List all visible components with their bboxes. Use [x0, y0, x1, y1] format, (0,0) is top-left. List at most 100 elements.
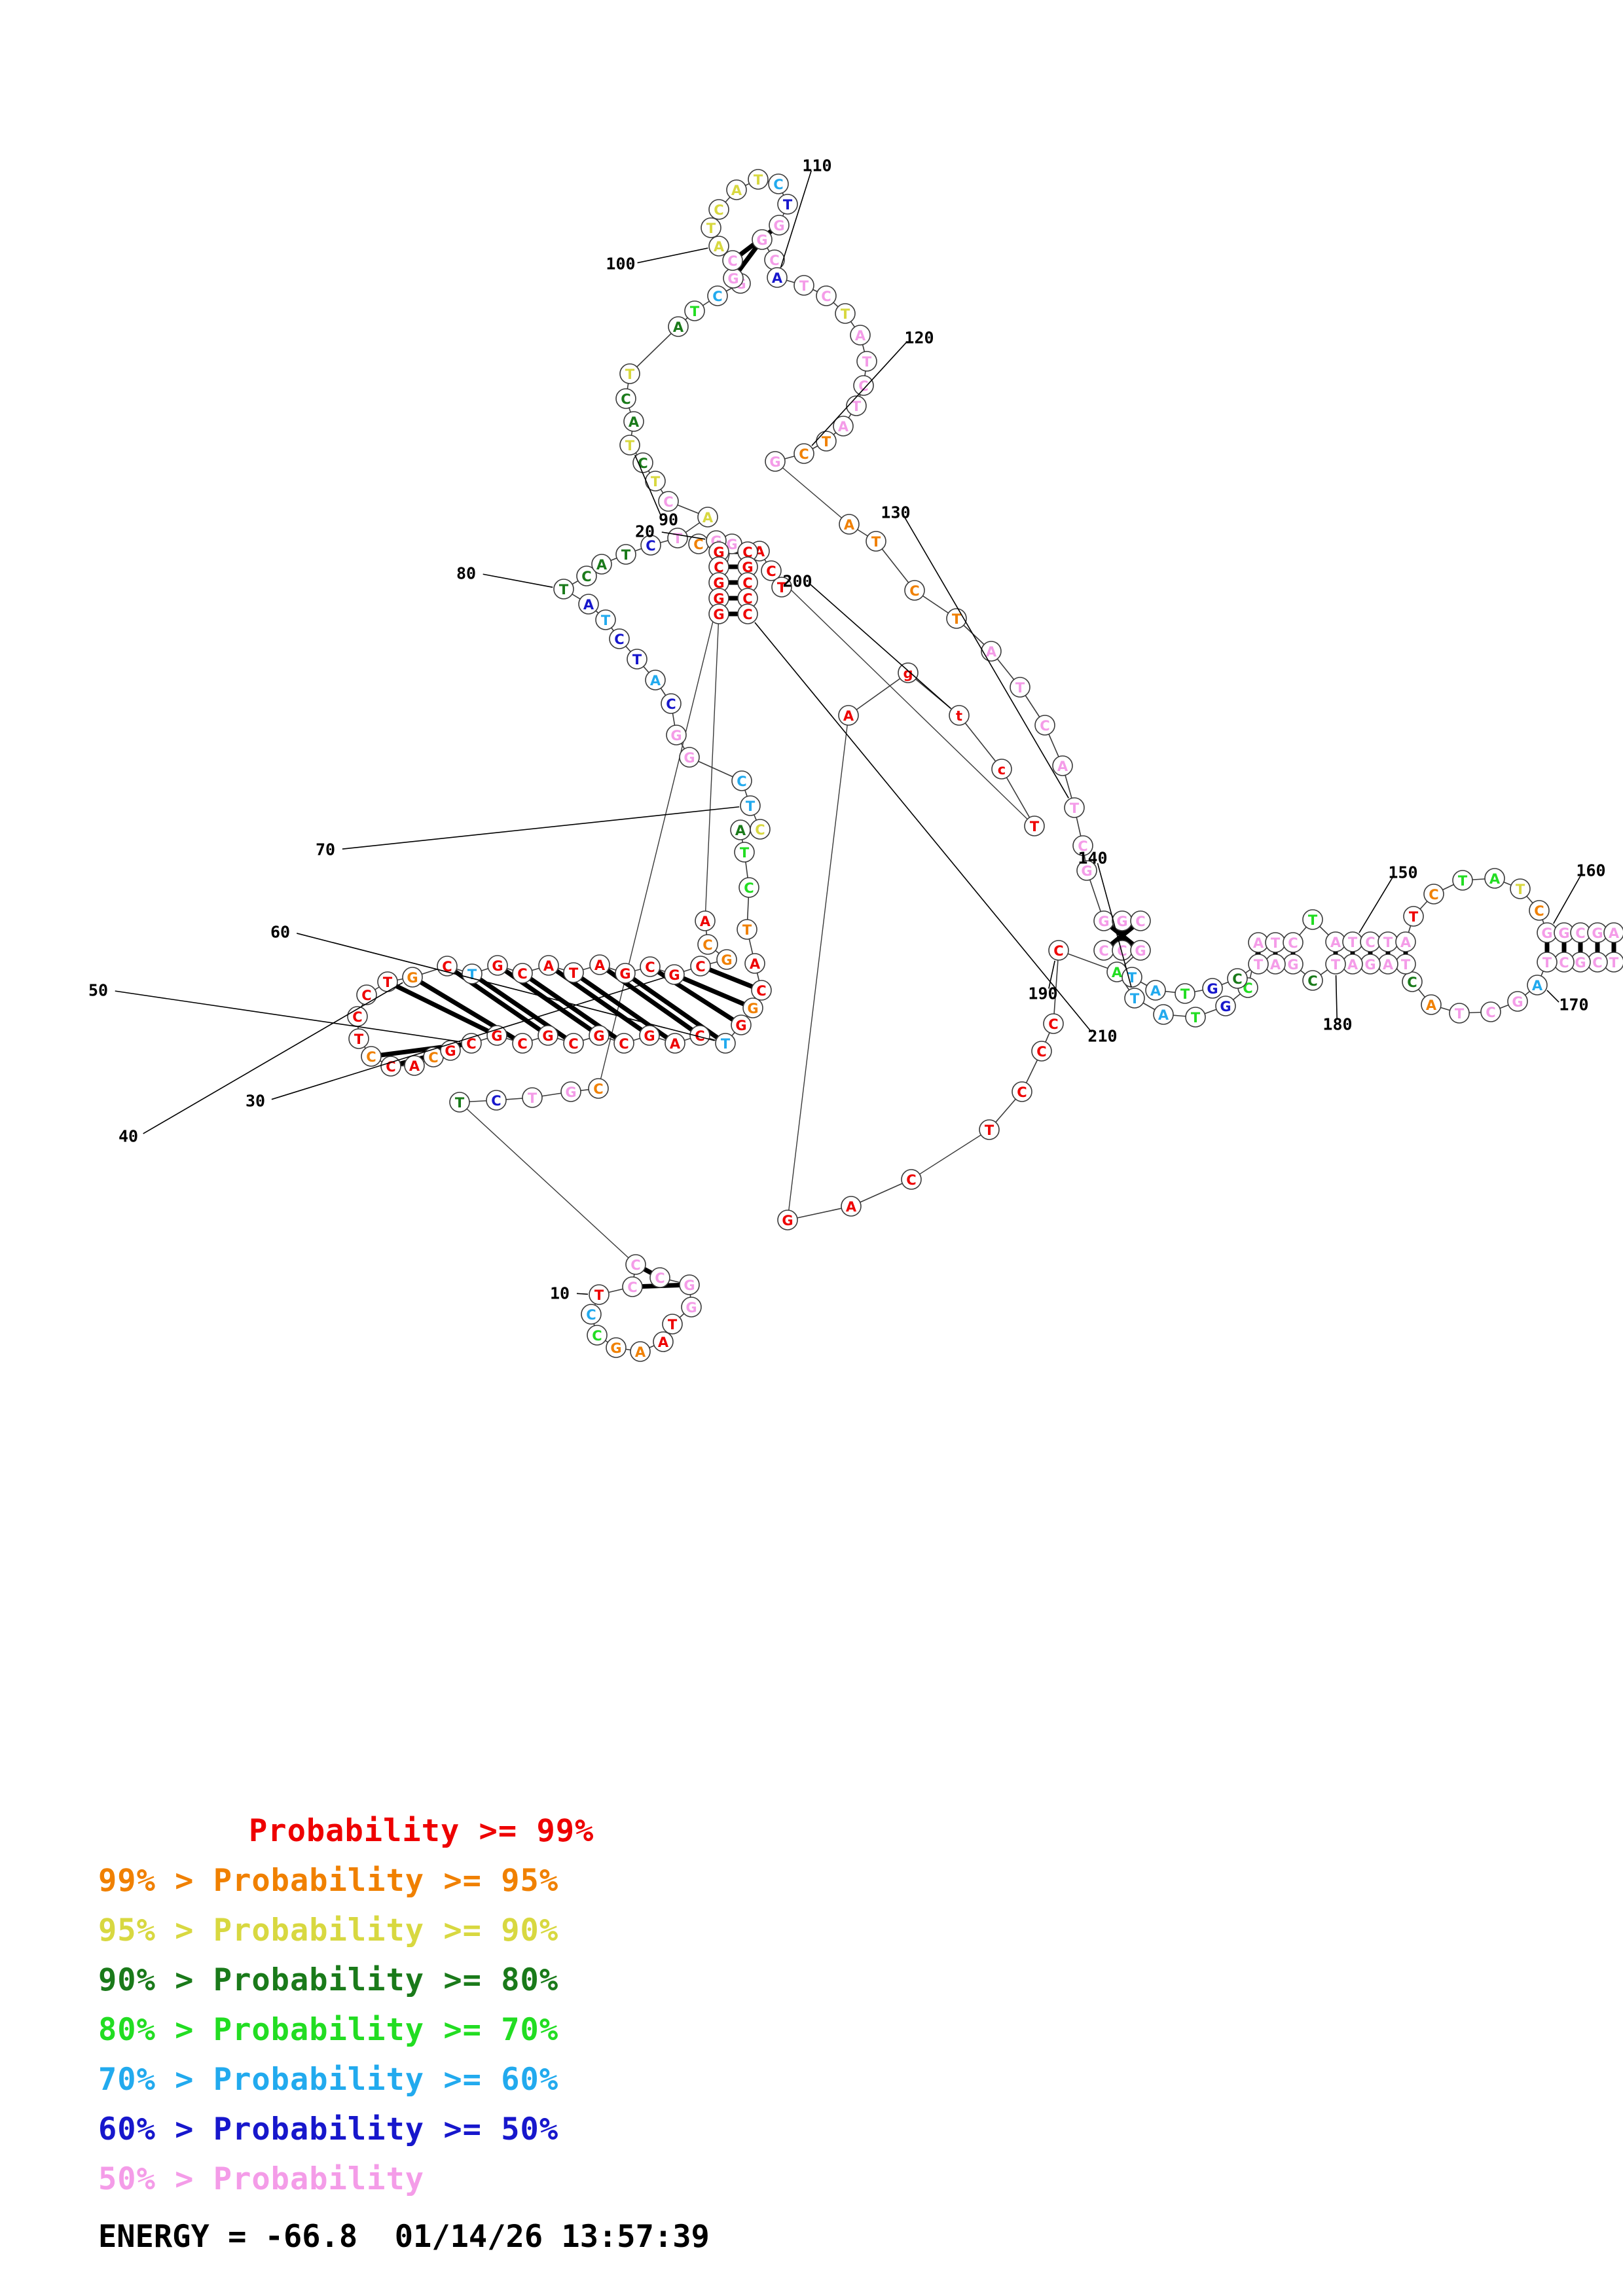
base-node[interactable]: C	[1093, 940, 1114, 961]
base-circle[interactable]	[563, 962, 584, 983]
base-node[interactable]: C	[613, 1033, 634, 1054]
base-node[interactable]: T	[816, 431, 837, 452]
base-node[interactable]: G	[1215, 996, 1236, 1016]
base-node[interactable]: C	[750, 819, 771, 840]
base-node[interactable]: C	[649, 1267, 670, 1288]
base-circle[interactable]	[1130, 940, 1151, 961]
base-node[interactable]: C	[708, 556, 729, 577]
base-node[interactable]: G	[606, 1337, 627, 1358]
base-node[interactable]: C	[1529, 900, 1550, 921]
base-circle[interactable]	[748, 169, 769, 190]
base-node[interactable]: A	[744, 953, 765, 974]
base-node[interactable]: C	[461, 1033, 482, 1054]
base-circle[interactable]	[1064, 797, 1085, 818]
base-node[interactable]: C	[901, 1169, 922, 1190]
base-circle[interactable]	[553, 579, 574, 600]
base-circle[interactable]	[404, 1055, 425, 1076]
base-circle[interactable]	[487, 955, 508, 976]
base-node[interactable]: T	[1395, 954, 1416, 975]
base-circle[interactable]	[853, 375, 874, 396]
base-node[interactable]: t	[949, 705, 970, 726]
base-circle[interactable]	[841, 1196, 862, 1217]
base-node[interactable]: C	[609, 628, 630, 649]
base-circle[interactable]	[462, 963, 483, 984]
base-circle[interactable]	[752, 229, 773, 250]
base-circle[interactable]	[588, 1078, 609, 1099]
base-node[interactable]: G	[752, 229, 773, 250]
base-circle[interactable]	[751, 980, 772, 1001]
base-circle[interactable]	[591, 554, 612, 575]
base-circle[interactable]	[645, 670, 666, 691]
base-node[interactable]: G	[1587, 922, 1608, 943]
base-circle[interactable]	[777, 194, 798, 215]
base-circle[interactable]	[1248, 954, 1269, 975]
base-node[interactable]: T	[740, 795, 761, 816]
base-circle[interactable]	[708, 603, 729, 624]
base-node[interactable]: T	[553, 579, 574, 600]
base-node[interactable]: C	[1570, 922, 1591, 943]
base-node[interactable]: C	[615, 388, 636, 409]
base-node[interactable]: G	[1202, 978, 1223, 999]
base-node[interactable]: C	[625, 1254, 646, 1275]
base-node[interactable]: G	[1507, 991, 1528, 1012]
base-circle[interactable]	[1034, 715, 1055, 736]
base-node[interactable]: T	[1537, 952, 1558, 973]
base-circle[interactable]	[734, 842, 755, 863]
base-node[interactable]: T	[737, 919, 757, 940]
base-node[interactable]: G	[538, 1025, 558, 1046]
base-node[interactable]: G	[769, 215, 790, 236]
base-node[interactable]: G	[742, 997, 763, 1018]
base-circle[interactable]	[833, 416, 854, 437]
base-node[interactable]: A	[404, 1055, 425, 1076]
base-node[interactable]: C	[380, 1056, 401, 1077]
base-circle[interactable]	[701, 217, 721, 238]
base-circle[interactable]	[640, 535, 661, 556]
base-node[interactable]: T	[1064, 797, 1085, 818]
base-node[interactable]: C	[437, 956, 458, 977]
base-node[interactable]: C	[737, 603, 758, 624]
base-node[interactable]: A	[1484, 868, 1505, 889]
base-circle[interactable]	[356, 984, 377, 1005]
base-circle[interactable]	[1010, 677, 1030, 698]
base-node[interactable]: T	[1510, 878, 1531, 899]
base-circle[interactable]	[1484, 868, 1505, 889]
base-circle[interactable]	[1185, 1007, 1206, 1028]
base-circle[interactable]	[1175, 983, 1195, 1004]
base-circle[interactable]	[615, 544, 636, 565]
base-node[interactable]: C	[423, 1047, 444, 1067]
base-node[interactable]: C	[1423, 884, 1444, 905]
base-node[interactable]: G	[737, 556, 758, 577]
base-circle[interactable]	[1012, 1081, 1032, 1102]
base-node[interactable]: C	[1043, 1013, 1064, 1034]
base-node[interactable]: A	[623, 411, 644, 432]
base-node[interactable]: C	[761, 560, 782, 581]
base-node[interactable]: C	[587, 1325, 608, 1346]
base-node[interactable]: T	[348, 1028, 369, 1049]
base-circle[interactable]	[627, 649, 647, 670]
base-node[interactable]: C	[751, 980, 772, 1001]
base-circle[interactable]	[664, 964, 685, 985]
base-node[interactable]: T	[589, 1284, 610, 1305]
base-node[interactable]: C	[768, 173, 789, 194]
base-node[interactable]: A	[578, 594, 599, 615]
base-circle[interactable]	[595, 609, 616, 630]
base-node[interactable]: A	[538, 955, 559, 976]
base-circle[interactable]	[1202, 978, 1223, 999]
base-circle[interactable]	[1423, 884, 1444, 905]
base-node[interactable]: A	[1325, 931, 1346, 952]
base-node[interactable]: G	[1570, 952, 1591, 973]
base-circle[interactable]	[1537, 952, 1558, 973]
base-circle[interactable]	[1529, 900, 1550, 921]
base-circle[interactable]	[615, 963, 636, 984]
base-circle[interactable]	[449, 1092, 470, 1113]
base-node[interactable]: T	[793, 275, 814, 296]
base-node[interactable]: C	[739, 877, 759, 898]
base-node[interactable]: G	[679, 1274, 700, 1295]
base-node[interactable]: c	[991, 759, 1012, 780]
base-node[interactable]: C	[588, 1078, 609, 1099]
base-node[interactable]: T	[1302, 909, 1323, 930]
base-circle[interactable]	[361, 1046, 382, 1067]
base-node[interactable]: G	[731, 1014, 752, 1035]
